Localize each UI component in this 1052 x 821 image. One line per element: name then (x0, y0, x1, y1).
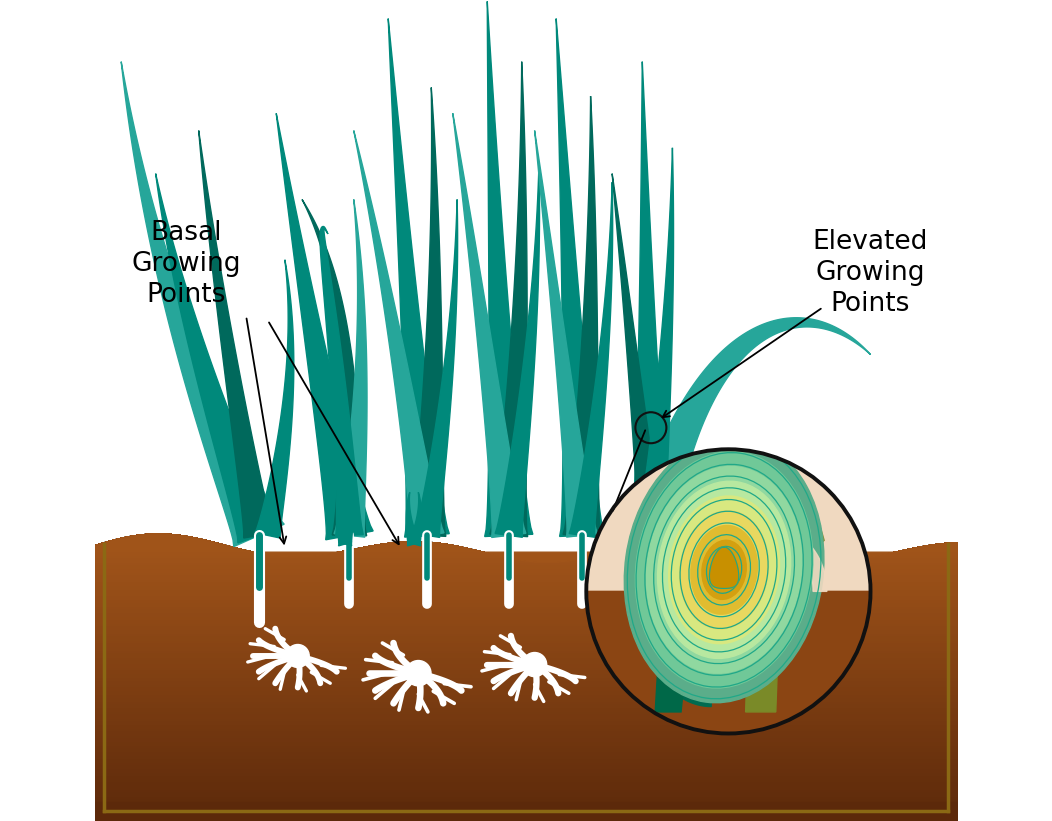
Polygon shape (388, 19, 449, 537)
Polygon shape (655, 566, 694, 712)
Polygon shape (709, 547, 739, 589)
Ellipse shape (680, 511, 768, 629)
Polygon shape (335, 200, 367, 537)
Circle shape (586, 449, 870, 733)
Polygon shape (353, 131, 444, 538)
Polygon shape (408, 88, 446, 536)
Polygon shape (586, 591, 870, 733)
Polygon shape (485, 2, 533, 536)
Polygon shape (534, 131, 598, 537)
Circle shape (406, 661, 431, 686)
Polygon shape (495, 165, 540, 537)
Polygon shape (490, 62, 528, 537)
Polygon shape (626, 318, 870, 541)
Ellipse shape (658, 481, 791, 658)
Polygon shape (302, 200, 367, 536)
Polygon shape (635, 148, 673, 537)
Ellipse shape (702, 540, 746, 599)
Polygon shape (557, 19, 604, 536)
Polygon shape (406, 493, 421, 546)
Polygon shape (612, 174, 665, 537)
Ellipse shape (713, 555, 735, 585)
Polygon shape (156, 174, 280, 543)
Polygon shape (754, 527, 827, 591)
Polygon shape (636, 505, 711, 707)
Polygon shape (277, 113, 373, 539)
Ellipse shape (635, 452, 813, 688)
Polygon shape (338, 493, 351, 546)
Polygon shape (339, 493, 352, 546)
Polygon shape (414, 200, 458, 538)
Polygon shape (694, 469, 824, 621)
Polygon shape (746, 574, 781, 712)
Polygon shape (569, 182, 612, 537)
Polygon shape (630, 62, 671, 536)
Circle shape (286, 644, 309, 667)
Ellipse shape (646, 466, 802, 673)
Polygon shape (320, 227, 363, 536)
Polygon shape (563, 96, 601, 536)
Text: Elevated
Growing
Points: Elevated Growing Points (813, 229, 928, 317)
Text: Basal
Growing
Points: Basal Growing Points (132, 220, 241, 308)
Polygon shape (452, 113, 526, 538)
Ellipse shape (669, 496, 780, 644)
Circle shape (523, 653, 547, 677)
Polygon shape (255, 259, 294, 538)
Polygon shape (407, 493, 422, 546)
Circle shape (649, 667, 662, 680)
Polygon shape (199, 131, 275, 538)
Ellipse shape (624, 437, 824, 703)
Polygon shape (121, 62, 284, 547)
Ellipse shape (691, 525, 757, 614)
